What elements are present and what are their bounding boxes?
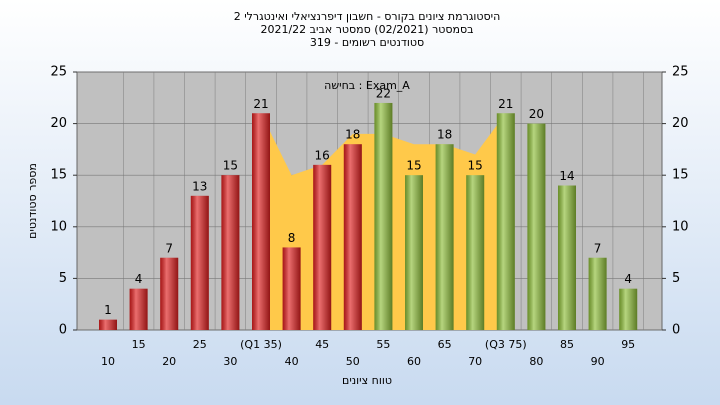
bar-shade — [190, 195, 209, 330]
data-label: 18 — [345, 128, 360, 142]
bar-shade — [129, 288, 148, 330]
y2-tick-label: 10 — [672, 219, 689, 234]
chart-title: היסטוגרמת ציונים בקורס - חשבון דיפרנציאל… — [234, 10, 501, 23]
x-tick-label: 95 — [621, 338, 635, 351]
y-tick-label: 20 — [50, 116, 67, 131]
data-label: 20 — [529, 107, 544, 121]
bar-shade — [313, 164, 332, 330]
bar-shade — [405, 175, 423, 330]
y-tick-label: 0 — [59, 323, 67, 338]
x-tick-label: 50 — [346, 355, 360, 368]
x-tick-label: 65 — [438, 338, 452, 351]
data-label: 8 — [288, 231, 296, 245]
data-label: 4 — [135, 272, 143, 286]
x-tick-label: 80 — [529, 355, 543, 368]
bar-shade — [588, 257, 607, 330]
x-tick-label: 70 — [468, 355, 482, 368]
data-label: 13 — [192, 179, 207, 193]
bar-shade — [527, 123, 546, 330]
x-tick-label: 10 — [101, 355, 115, 368]
data-label: 1 — [104, 303, 112, 317]
x-tick-label: 40 — [285, 355, 299, 368]
x-tick-label: 25 — [193, 338, 207, 351]
x-tick-label: 20 — [162, 355, 176, 368]
bar-shade — [221, 175, 240, 330]
y-tick-label: 10 — [50, 219, 67, 234]
data-label: 18 — [437, 128, 452, 142]
annotation: בחישה : Exam_A — [324, 79, 410, 92]
x-tick-label: 55 — [376, 338, 390, 351]
x-tick-label: 30 — [223, 355, 237, 368]
chart-subtitle: בסמסטר (02/2021) סמסטר אביב 2021/22 — [260, 23, 473, 36]
y-tick-label: 25 — [50, 65, 67, 80]
bar-shade — [160, 257, 179, 330]
x-tick-label: 45 — [315, 338, 329, 351]
data-label: 21 — [498, 97, 513, 111]
data-label: 7 — [594, 241, 602, 255]
bar-shade — [435, 144, 454, 330]
bar-shade — [374, 102, 393, 331]
bar-shade — [558, 185, 576, 330]
data-label: 7 — [165, 241, 173, 255]
y2-tick-label: 0 — [672, 323, 680, 338]
x-tick-label: 15 — [132, 338, 146, 351]
bar-shade — [99, 319, 117, 330]
bar-shade — [496, 113, 515, 330]
x-tick-label: 85 — [560, 338, 574, 351]
x-tick-label: (Q3 75) — [485, 338, 527, 351]
x-axis-label: טווח ציונים — [342, 374, 392, 387]
data-label: 15 — [223, 159, 238, 173]
y2-tick-label: 25 — [672, 65, 689, 80]
y2-tick-label: 20 — [672, 116, 689, 131]
y2-tick-label: 15 — [672, 168, 689, 183]
x-tick-label: 90 — [591, 355, 605, 368]
data-label: 15 — [406, 159, 421, 173]
data-label: 22 — [376, 86, 391, 100]
y-axis-label: מספר סטודנטים — [26, 163, 39, 239]
bar-shade — [619, 288, 638, 330]
bar-shade — [343, 144, 362, 330]
y2-tick-label: 5 — [672, 271, 680, 286]
data-label: 4 — [624, 272, 632, 286]
x-tick-label: (Q1 35) — [240, 338, 282, 351]
bar-shade — [282, 247, 301, 330]
data-label: 16 — [315, 148, 330, 162]
bar-shade — [252, 113, 270, 330]
data-label: 15 — [468, 159, 483, 173]
x-tick-label: 60 — [407, 355, 421, 368]
chart-subtitle: סטודנטים רשומים - 319 — [310, 36, 424, 49]
data-label: 21 — [253, 97, 268, 111]
bar-shade — [466, 175, 485, 330]
y-tick-label: 15 — [50, 168, 67, 183]
data-label: 14 — [559, 169, 574, 183]
y-tick-label: 5 — [59, 271, 67, 286]
